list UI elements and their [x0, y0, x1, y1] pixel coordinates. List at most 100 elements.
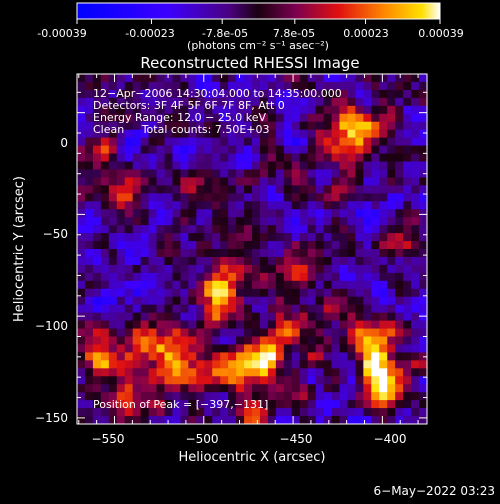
image-pixel	[291, 328, 301, 337]
image-pixel	[108, 209, 118, 218]
image-pixel	[347, 288, 356, 298]
image-pixel	[228, 74, 237, 83]
image-pixel	[339, 280, 348, 290]
image-pixel	[124, 225, 133, 234]
image-pixel	[132, 161, 141, 170]
image-pixel	[244, 74, 253, 83]
image-pixel	[347, 177, 356, 186]
image-pixel	[252, 264, 261, 274]
image-pixel	[196, 129, 205, 138]
image-pixel	[196, 233, 205, 242]
image-pixel	[363, 209, 372, 218]
image-pixel	[140, 201, 149, 210]
image-pixel	[403, 97, 412, 107]
image-pixel	[100, 360, 110, 369]
image-pixel	[355, 145, 364, 154]
image-pixel	[244, 89, 253, 99]
image-pixel	[275, 185, 285, 194]
image-pixel	[355, 296, 364, 305]
image-pixel	[307, 336, 316, 345]
image-pixel	[419, 256, 427, 266]
image-pixel	[363, 161, 372, 170]
image-pixel	[188, 97, 197, 107]
image-pixel	[244, 352, 253, 361]
image-pixel	[363, 360, 372, 369]
image-pixel	[116, 89, 126, 99]
image-pixel	[307, 256, 316, 266]
image-pixel	[220, 129, 229, 138]
image-pixel	[220, 416, 229, 424]
image-pixel	[132, 81, 141, 91]
image-pixel	[275, 233, 285, 242]
image-pixel	[92, 153, 102, 162]
image-pixel	[411, 272, 420, 282]
image-pixel	[220, 368, 229, 377]
image-pixel	[267, 416, 277, 424]
image-pixel	[403, 233, 412, 242]
image-pixel	[148, 328, 157, 337]
image-pixel	[275, 217, 285, 226]
image-pixel	[355, 217, 364, 226]
image-pixel	[188, 384, 197, 393]
image-pixel	[92, 233, 102, 242]
image-pixel	[220, 360, 229, 369]
image-pixel	[164, 209, 173, 218]
image-pixel	[411, 225, 420, 234]
image-pixel	[419, 368, 427, 377]
image-pixel	[196, 288, 205, 298]
colorbar-tick-label-1: -0.00023	[125, 27, 174, 40]
image-pixel	[252, 352, 261, 361]
image-pixel	[164, 264, 173, 274]
image-pixel	[77, 225, 86, 234]
image-pixel	[275, 400, 285, 409]
image-pixel	[116, 241, 126, 250]
image-pixel	[339, 344, 348, 353]
image-pixel	[395, 392, 404, 401]
image-pixel	[339, 145, 348, 154]
image-pixel	[291, 105, 301, 115]
image-pixel	[403, 105, 412, 115]
image-pixel	[164, 360, 173, 369]
x-tick-label-3: −400	[374, 432, 407, 446]
image-pixel	[252, 296, 261, 305]
image-pixel	[140, 280, 149, 290]
image-pixel	[259, 256, 269, 266]
image-pixel	[387, 280, 396, 290]
image-pixel	[267, 280, 277, 290]
image-pixel	[84, 81, 94, 91]
image-pixel	[156, 328, 165, 337]
image-pixel	[228, 392, 237, 401]
image-pixel	[212, 129, 221, 138]
image-pixel	[172, 304, 181, 313]
image-pixel	[339, 392, 348, 401]
image-pixel	[140, 113, 149, 123]
image-pixel	[116, 344, 126, 353]
image-pixel	[244, 145, 253, 154]
image-pixel	[275, 280, 285, 290]
image-pixel	[347, 169, 356, 178]
image-pixel	[188, 272, 197, 282]
image-pixel	[140, 129, 149, 138]
image-pixel	[252, 153, 261, 162]
image-pixel	[132, 193, 141, 202]
y-tick-label-3: −150	[35, 411, 68, 425]
image-pixel	[228, 105, 237, 115]
image-pixel	[291, 145, 301, 154]
image-pixel	[291, 201, 301, 210]
image-pixel	[403, 336, 412, 345]
image-pixel	[100, 105, 110, 115]
image-pixel	[267, 233, 277, 242]
image-pixel	[212, 288, 221, 298]
image-pixel	[84, 193, 94, 202]
image-pixel	[164, 113, 173, 123]
image-pixel	[355, 328, 364, 337]
image-pixel	[267, 193, 277, 202]
image-pixel	[363, 81, 372, 91]
image-pixel	[363, 336, 372, 345]
image-pixel	[371, 360, 380, 369]
image-pixel	[124, 288, 133, 298]
image-pixel	[299, 304, 308, 313]
image-pixel	[252, 201, 261, 210]
image-pixel	[124, 256, 133, 266]
peak-position-label: Position of Peak = [−397,−131]	[93, 398, 268, 411]
